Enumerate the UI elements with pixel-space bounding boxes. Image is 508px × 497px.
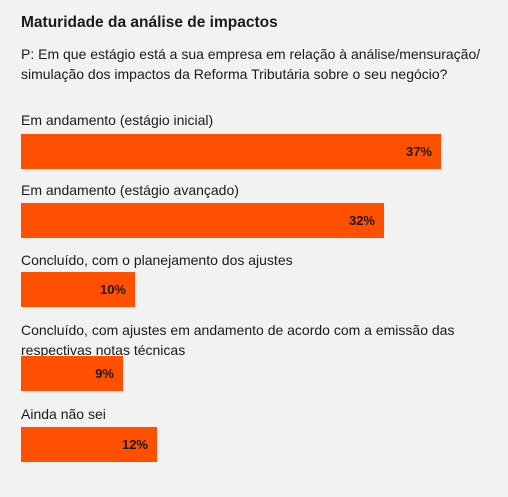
bar-value-label: 37% (405, 144, 432, 159)
category-label: Em andamento (estágio avançado) (21, 182, 239, 198)
bar-value-label: 32% (348, 213, 375, 228)
bar: 32% (21, 203, 384, 238)
bar-value-label: 9% (95, 366, 114, 381)
chart-title: Maturidade da análise de impactos (21, 14, 278, 31)
bar: 12% (21, 427, 157, 462)
bar-value-label: 12% (121, 437, 148, 452)
category-label: Concluído, com o planejamento dos ajuste… (21, 252, 293, 268)
bar: 37% (21, 134, 441, 169)
category-label: Em andamento (estágio inicial) (21, 112, 214, 128)
bar: 10% (21, 272, 135, 307)
category-label: Concluído, com ajustes em andamento de a… (21, 322, 455, 358)
category-label: Ainda não sei (21, 406, 106, 422)
chart-subtitle: P: Em que estágio está a sua empresa em … (21, 46, 481, 82)
bar-value-label: 10% (99, 282, 126, 297)
bar: 9% (21, 356, 123, 391)
